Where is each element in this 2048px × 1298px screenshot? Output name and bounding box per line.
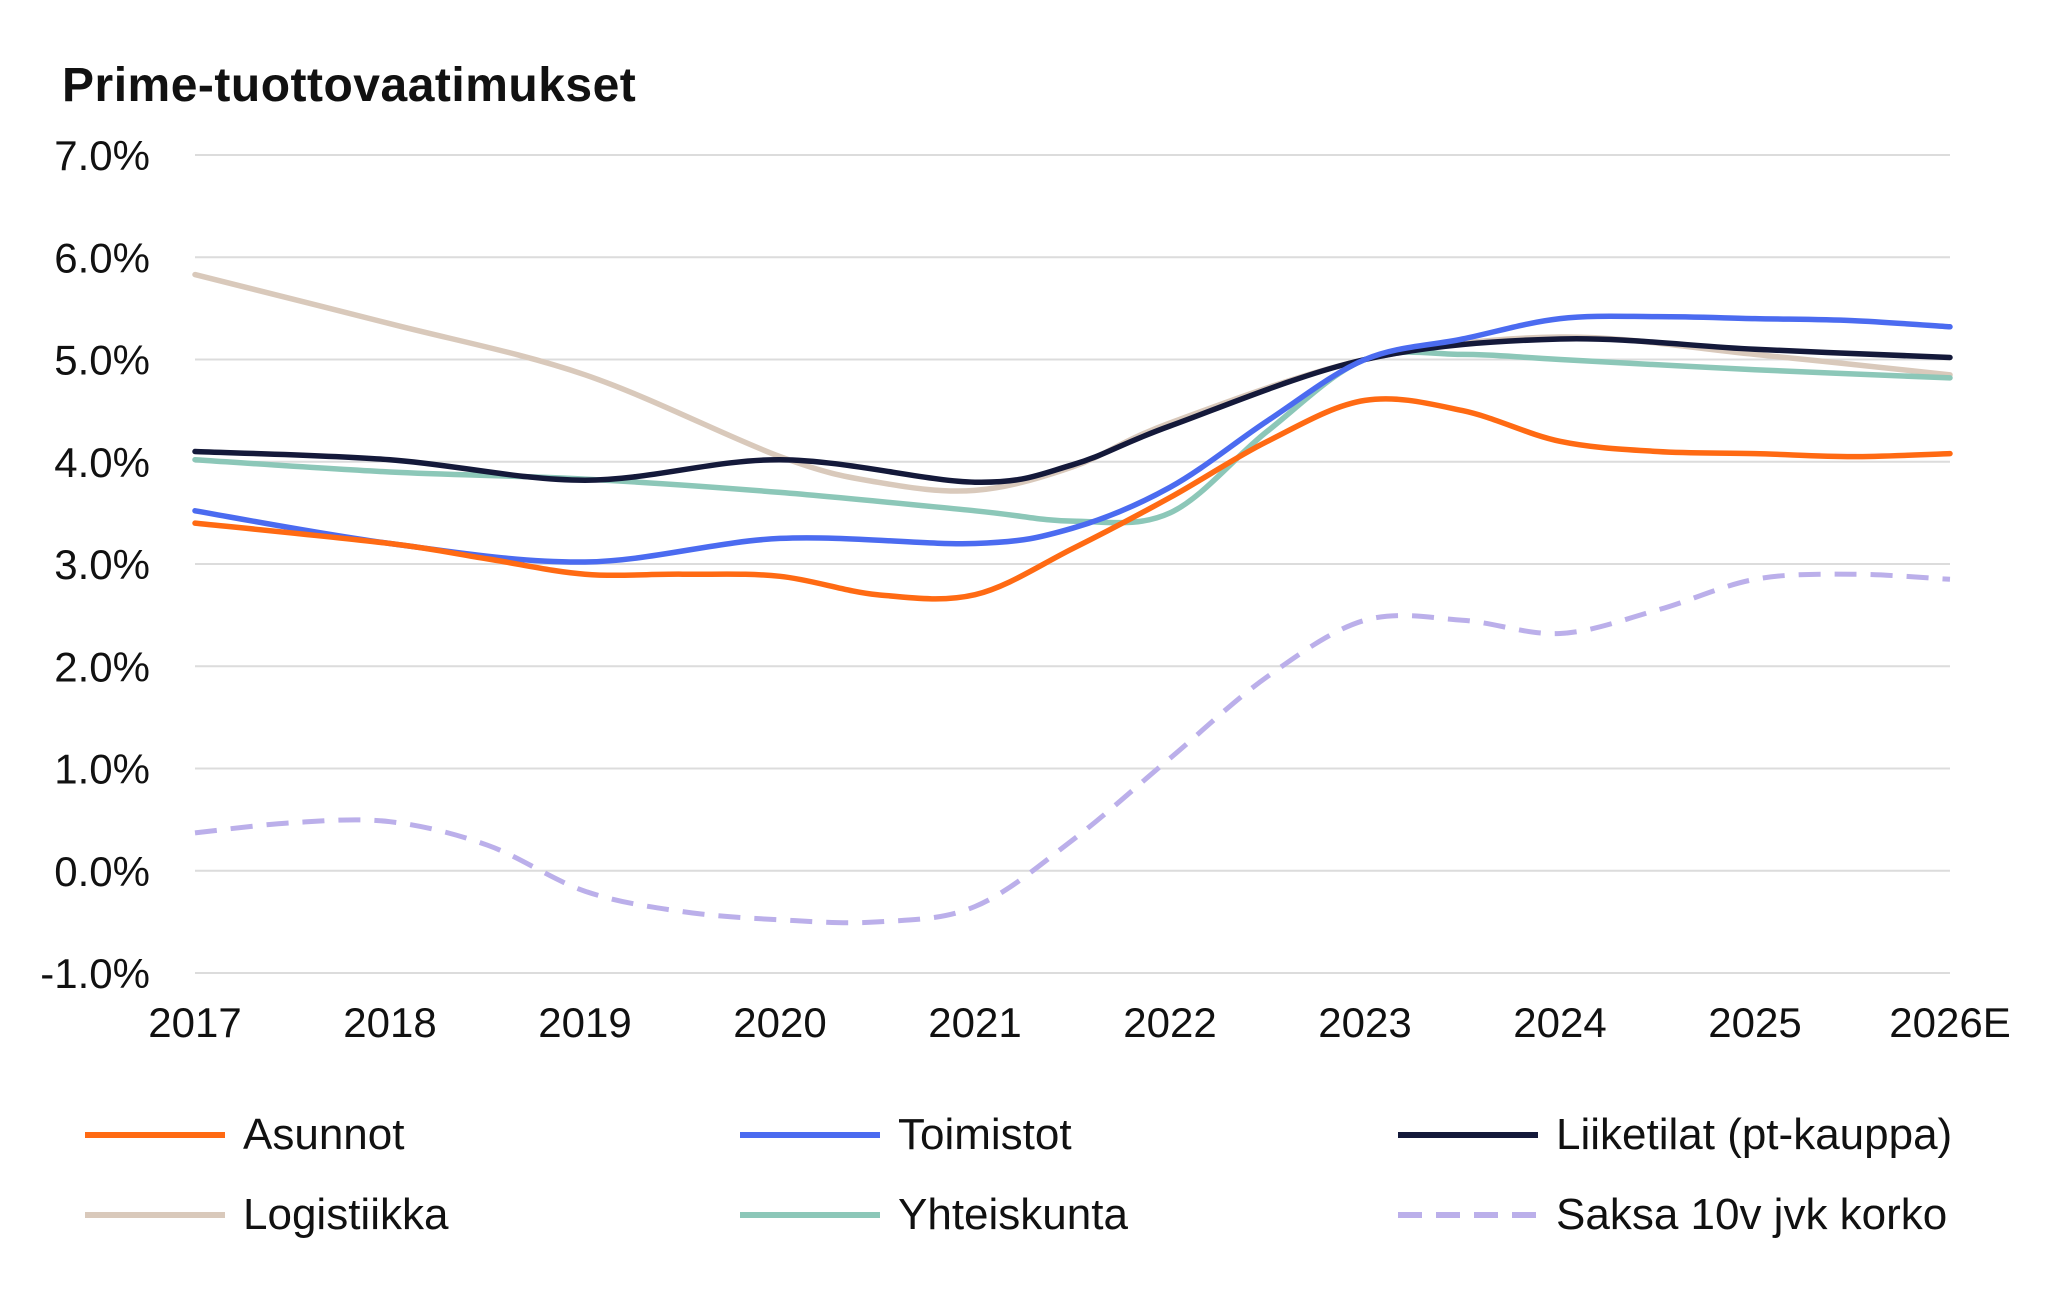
y-tick-label: -1.0% <box>40 950 150 997</box>
series-line-toimistot <box>192 313 1953 565</box>
legend-swatch <box>1398 1212 1538 1218</box>
series-line-asunnot <box>192 396 1953 602</box>
legend-item: Saksa 10v jvk korko <box>1398 1185 1947 1245</box>
legend-label: Yhteiskunta <box>898 1190 1128 1239</box>
legend-swatch <box>1398 1132 1538 1138</box>
legend-item: Asunnot <box>85 1105 404 1165</box>
x-tick-label: 2025 <box>1708 999 1801 1046</box>
y-tick-label: 2.0% <box>54 643 150 690</box>
series-line-logistiikka <box>192 271 1953 494</box>
legend-item: Logistiikka <box>85 1185 448 1245</box>
x-tick-label: 2023 <box>1318 999 1411 1046</box>
y-tick-label: 6.0% <box>54 234 150 281</box>
gridlines <box>195 154 1950 974</box>
x-tick-label: 2026E <box>1889 999 2010 1046</box>
chart-title: Prime-tuottovaatimukset <box>62 59 637 112</box>
legend-swatch <box>85 1132 225 1138</box>
x-tick-label: 2020 <box>733 999 826 1046</box>
y-tick-label: 1.0% <box>54 746 150 793</box>
x-tick-label: 2024 <box>1513 999 1606 1046</box>
legend-swatch <box>740 1132 880 1138</box>
x-tick-label: 2017 <box>148 999 241 1046</box>
legend-label: Asunnot <box>243 1110 405 1159</box>
legend-label: Liiketilat (pt-kauppa) <box>1556 1110 1953 1159</box>
legend-item: Liiketilat (pt-kauppa) <box>1398 1105 1952 1165</box>
y-tick-label: 4.0% <box>54 439 150 486</box>
legend-item: Yhteiskunta <box>740 1185 1128 1245</box>
legend-label: Saksa 10v jvk korko <box>1556 1190 1948 1239</box>
x-tick-label: 2022 <box>1123 999 1216 1046</box>
series-lines <box>192 271 1953 926</box>
y-tick-label: 0.0% <box>54 848 150 895</box>
x-tick-label: 2021 <box>928 999 1021 1046</box>
legend-label: Toimistot <box>898 1110 1072 1159</box>
y-tick-label: 3.0% <box>54 541 150 588</box>
legend-item: Toimistot <box>740 1105 1072 1165</box>
legend-swatch <box>740 1212 880 1218</box>
series-line-liiketilat-pt-kauppa <box>192 336 1953 485</box>
legend-swatch <box>85 1212 225 1218</box>
x-tick-label: 2019 <box>538 999 631 1046</box>
series-line-saksa-10v-jvk-korko <box>194 571 1951 926</box>
x-tick-label: 2018 <box>343 999 436 1046</box>
x-axis-ticks: 2017 2018 2019 2020 2021 2022 2023 2024 2025 2026… <box>148 999 2010 1046</box>
legend-label: Logistiikka <box>243 1190 449 1239</box>
y-tick-label: 7.0% <box>54 132 150 179</box>
series-line-yhteiskunta <box>192 349 1953 526</box>
y-tick-label: 5.0% <box>54 337 150 384</box>
y-axis-ticks: 7.0% 6.0% 5.0% 4.0% 3.0% 2.0% 1.0% 0.0% -1.0% <box>40 132 150 997</box>
